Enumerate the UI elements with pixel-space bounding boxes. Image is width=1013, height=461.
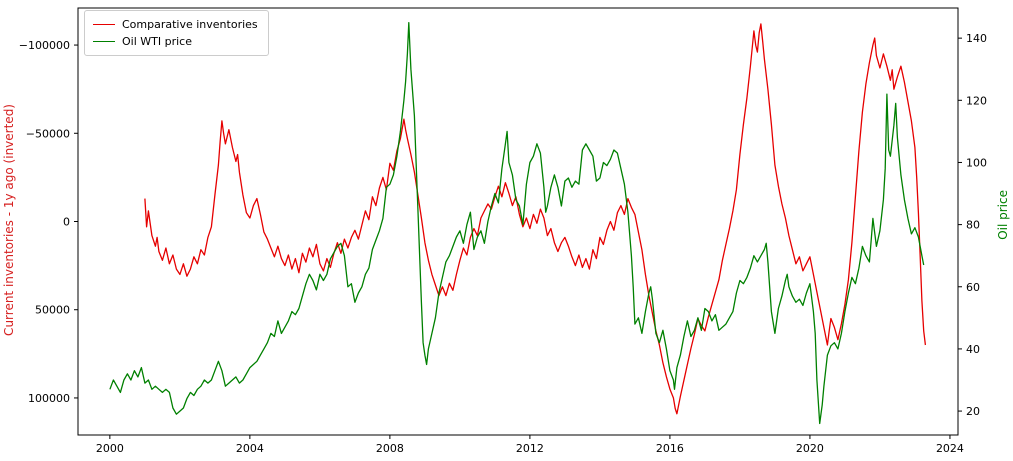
legend-line-swatch-green xyxy=(93,41,115,42)
left-axis-tick-label: 0 xyxy=(63,216,70,229)
left-axis-tick-label: −50000 xyxy=(26,127,70,140)
series-line-oil-wti-price xyxy=(109,21,925,425)
legend-entry-comparative-inventories: Comparative inventories xyxy=(93,16,258,33)
right-axis-tick-label: 40 xyxy=(966,343,980,356)
right-axis-tick-label: 80 xyxy=(966,219,980,232)
right-axis-tick-label: 140 xyxy=(966,32,987,45)
x-axis-tick-label: 2016 xyxy=(656,442,684,455)
left-axis-tick-label: 50000 xyxy=(35,304,70,317)
series-line-comparative-inventories xyxy=(144,23,927,415)
x-axis-tick-label: 2024 xyxy=(936,442,964,455)
legend: Comparative inventories Oil WTI price xyxy=(84,10,269,56)
right-axis-label: Oil price xyxy=(996,190,1010,240)
legend-label-comparative-inventories: Comparative inventories xyxy=(122,18,258,31)
x-axis-tick-label: 2012 xyxy=(516,442,544,455)
left-axis-tick-label: 100000 xyxy=(28,392,70,405)
left-axis-label: Current inventories - 1y ago (inverted) xyxy=(2,104,16,336)
x-axis-tick-label: 2004 xyxy=(236,442,264,455)
legend-line-swatch-red xyxy=(93,24,115,25)
right-axis-tick-label: 20 xyxy=(966,405,980,418)
right-axis-tick-label: 100 xyxy=(966,156,987,169)
x-axis-tick-label: 2008 xyxy=(376,442,404,455)
right-axis-tick-label: 60 xyxy=(966,281,980,294)
x-axis-tick-label: 2020 xyxy=(796,442,824,455)
left-axis-tick-label: −100000 xyxy=(19,39,70,52)
legend-entry-oil-wti-price: Oil WTI price xyxy=(93,33,258,50)
right-axis-tick-label: 120 xyxy=(966,94,987,107)
legend-label-oil-wti-price: Oil WTI price xyxy=(122,35,192,48)
x-axis-tick-label: 2000 xyxy=(96,442,124,455)
